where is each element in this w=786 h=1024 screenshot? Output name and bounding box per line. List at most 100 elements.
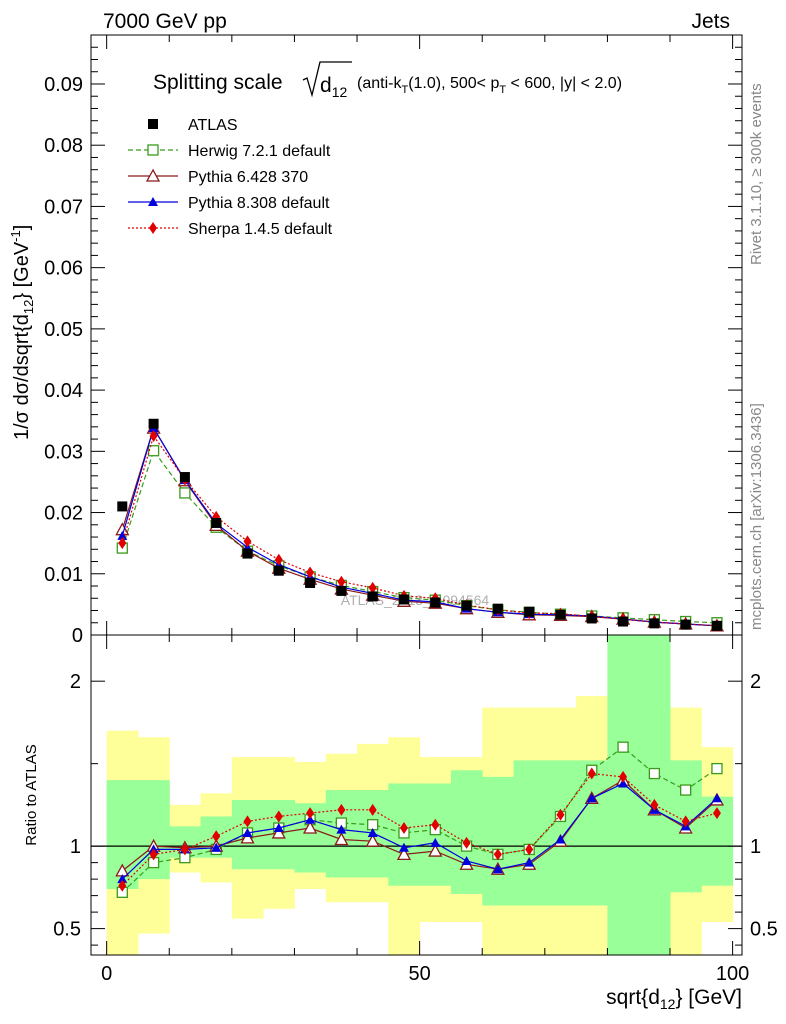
ratio-point-pythia6 [334,832,349,846]
ratio-point-pythia8 [398,842,409,852]
legend-marker-atlas [148,119,158,129]
y-label-unit: } [GeV [11,241,33,299]
ratio-point-sherpa [525,843,534,856]
ratio-point-pythia8 [461,855,472,865]
ratio-point-pythia6 [396,847,412,861]
main-y-tick-label: 0.04 [44,380,83,402]
ratio-point-sherpa [180,843,189,856]
legend-marker-sherpa [149,222,157,234]
plot-title: Splitting scale d12 (anti-kT(1.0), 500< … [153,61,622,100]
main-line-sherpa [121,434,718,627]
ratio-point-sherpa [368,803,377,816]
ratio-point-pythia8 [430,837,441,847]
ratio-point-sherpa [493,848,502,861]
ratio-point-pythia8 [711,793,722,803]
ratio-point-sherpa [243,815,252,828]
main-point-atlas [117,501,128,512]
title-sqrt-sub: 12 [332,84,348,100]
x-label-end: } [GeV] [675,986,742,1009]
main-y-tick-label: 0.01 [44,564,83,586]
main-point-sherpa [368,581,377,594]
main-point-atlas [492,603,503,614]
ratio-point-pythia8 [492,864,503,874]
ratio-line-pythia8 [121,782,718,880]
ratio-point-pythia8 [555,834,566,844]
main-point-sherpa [118,537,127,550]
rivet-version-label: Rivet 3.1.10, ≥ 300k events [748,83,765,265]
y-label-text: 1/σ dσ/dsqrt{d [11,314,33,440]
ratio-point-sherpa [650,798,659,811]
y-label-end: ] [11,225,33,231]
ratio-point-pythia8 [242,827,253,837]
ratio-y-tick-label-right: 0.5 [750,919,778,941]
ratio-band-inner-bin [450,770,483,894]
ratio-band-inner-bin [482,776,515,906]
title-sqrt-var: d [320,74,332,97]
main-y-axis-label: 1/σ dσ/dsqrt{d12} [GeV-1] [8,225,36,440]
title-cond-2: (1.0), 500< p [408,75,499,92]
legend-label-pythia6: Pythia 6.428 370 [188,169,308,186]
title-cond-sub: T [401,84,408,96]
ratio-axes: 0.5 0.5 1 1 2 2 0 50 100 [53,635,778,985]
main-axes: 0 0.01 0.02 0.03 0.04 0.05 0.06 0.07 0.08 0.09 [44,35,742,647]
main-y-tick-label: 0.03 [44,441,83,463]
main-point-atlas [430,597,441,608]
y-label-sup: -1 [8,230,23,242]
ratio-point-herwig [617,741,629,753]
ratio-point-herwig [711,762,723,775]
ratio-line-sherpa [121,772,718,887]
mcplots-citation-label: mcplots.cern.ch [arXiv:1306.3436] [748,403,765,630]
legend-label-atlas: ATLAS [188,117,238,134]
header-right: Jets [691,10,730,33]
x-label-text: sqrt{d [606,986,660,1009]
svg-text:Splitting scale: Splitting scale [153,71,283,94]
ratio-y-tick-label: 2 [70,671,81,693]
ratio-point-pythia6 [302,820,318,834]
main-point-pythia8 [117,530,128,540]
ratio-point-pythia6 [240,830,255,844]
main-point-atlas [461,600,472,611]
main-point-atlas [273,565,284,576]
legend-label-herwig: Herwig 7.2.1 default [188,143,331,160]
ratio-band-inner-bin [544,760,577,906]
main-point-atlas [618,616,629,627]
ratio-y-tick-label: 1 [70,836,81,858]
ratio-point-pythia8 [273,822,284,832]
main-point-atlas [211,517,222,528]
ratio-point-pythia8 [211,842,222,852]
ratio-panel-frame [90,634,743,956]
ratio-point-herwig [648,767,661,780]
sqrt-sign-icon [302,61,352,98]
main-point-atlas [367,591,378,602]
ratio-point-pythia8 [367,827,378,837]
ratio-point-pythia8 [305,814,316,824]
x-tick-label: 0 [101,963,112,985]
ratio-point-sherpa [149,848,158,861]
main-point-atlas [680,619,691,630]
main-point-sherpa [149,430,158,443]
main-point-atlas [586,613,597,624]
main-y-tick-label: 0.05 [44,319,83,341]
main-point-atlas [711,620,722,631]
ratio-series-pythia8 [117,778,722,884]
main-point-atlas [305,577,316,588]
title-main-text: Splitting scale [153,71,283,94]
main-point-sherpa [243,535,252,548]
y-label-sub: 12 [21,300,36,314]
legend-label-sherpa: Sherpa 1.4.5 default [188,221,333,238]
main-y-tick-label: 0.09 [44,74,83,96]
ratio-series-layer [115,741,725,898]
legend-marker-pythia6 [145,168,161,182]
main-point-atlas [242,548,253,559]
ratio-point-sherpa [619,770,628,783]
main-point-atlas [555,609,566,620]
main-point-atlas [179,472,190,483]
ratio-point-pythia8 [117,874,128,884]
ratio-point-sherpa [274,810,283,823]
title-cond-3: < 600, |y| < 2.0) [506,75,622,92]
legend-entry-pythia8: Pythia 8.308 default [128,195,330,212]
ratio-point-sherpa [337,803,346,816]
ratio-band-inner-bin [576,760,608,906]
legend: ATLAS Herwig 7.2.1 default Pythia 6.428 37… [128,117,333,238]
ratio-point-sherpa [212,830,221,843]
